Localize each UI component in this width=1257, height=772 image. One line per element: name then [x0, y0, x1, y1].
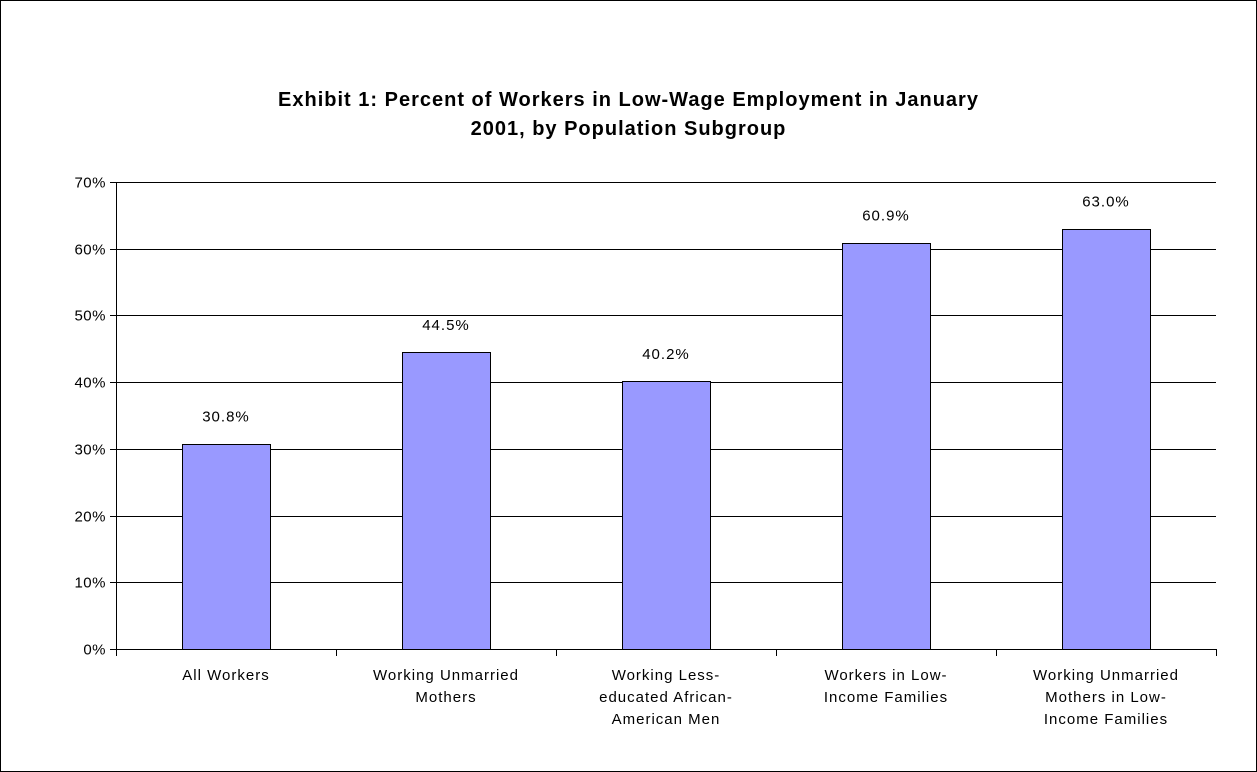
x-category-label: Workers in Low- [824, 667, 947, 684]
chart-title-line-1: Exhibit 1: Percent of Workers in Low-Wag… [278, 89, 979, 111]
y-tick-label: 20% [74, 509, 106, 526]
data-label: 63.0% [1082, 194, 1130, 211]
axes [110, 182, 1217, 656]
bar [182, 444, 271, 650]
labels: 0% 10% 20% 30% 40% 50% 60% 70% 30.8% 44.5% 40.2% 60… [74, 175, 1179, 729]
x-category-label: Mothers [415, 689, 476, 706]
x-category-label: All Workers [182, 667, 269, 684]
y-tick-label: 30% [74, 442, 106, 459]
x-category-label: American Men [612, 711, 721, 728]
y-tick-label: 40% [74, 375, 106, 392]
x-category-label: educated African- [599, 689, 733, 706]
chart-title-line-2: 2001, by Population Subgroup [470, 118, 787, 140]
x-category-label: Working Unmarried [1033, 667, 1179, 684]
y-tick-label: 0% [83, 642, 106, 659]
bar [842, 243, 931, 650]
y-tick-label: 70% [74, 175, 106, 192]
bar [1062, 229, 1151, 650]
y-tick-label: 10% [74, 575, 106, 592]
bar [622, 381, 711, 650]
x-category-label: Income Families [1044, 711, 1168, 728]
chart-title: Exhibit 1: Percent of Workers in Low-Wag… [0, 86, 1257, 144]
x-category-label: Working Unmarried [373, 667, 519, 684]
bars [182, 229, 1151, 650]
data-label: 60.9% [862, 208, 910, 225]
data-label: 44.5% [422, 317, 470, 334]
data-label: 40.2% [642, 346, 690, 363]
x-category-label: Mothers in Low- [1045, 689, 1167, 706]
y-tick-label: 50% [74, 308, 106, 325]
x-category-label: Working Less- [612, 667, 721, 684]
y-tick-label: 60% [74, 242, 106, 259]
data-label: 30.8% [202, 409, 250, 426]
x-category-label: Income Families [824, 689, 948, 706]
bar [402, 352, 491, 650]
